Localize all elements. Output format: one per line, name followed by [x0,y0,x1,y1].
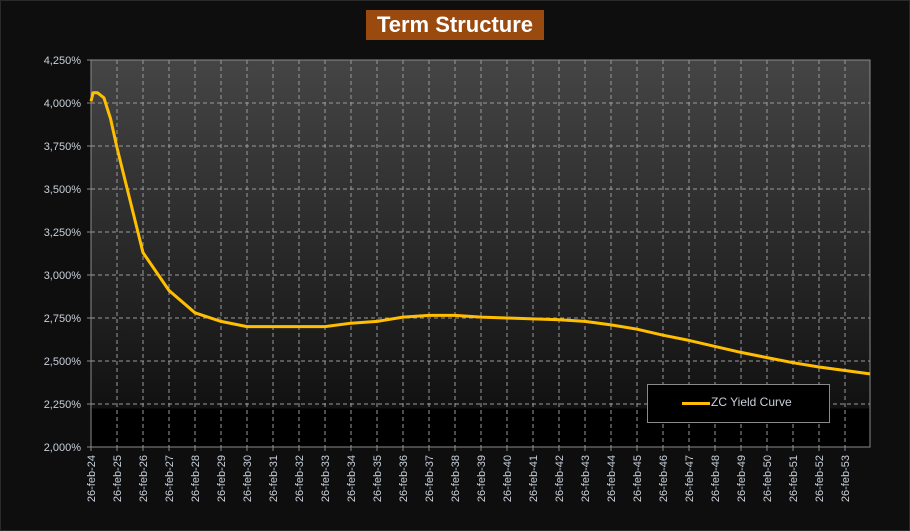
x-tick-label: 26-feb-29 [216,455,228,502]
legend-label: ZC Yield Curve [711,395,792,409]
y-tick-label: 2,250% [44,399,82,411]
x-tick-label: 26-feb-37 [424,455,436,502]
x-tick-label: 26-feb-24 [86,455,98,502]
x-tick-label: 26-feb-53 [840,455,852,502]
legend-swatch [682,402,710,405]
y-tick-label: 2,750% [44,313,82,325]
x-tick-label: 26-feb-42 [554,455,566,502]
y-tick-label: 2,500% [44,356,82,368]
x-tick-label: 26-feb-36 [398,455,410,502]
x-tick-label: 26-feb-30 [242,455,254,502]
y-tick-label: 2,000% [44,442,82,454]
x-tick-label: 26-feb-50 [762,455,774,502]
x-tick-label: 26-feb-47 [684,455,696,502]
x-tick-label: 26-feb-38 [450,455,462,502]
chart-title: Term Structure [366,10,544,40]
x-tick-label: 26-feb-44 [606,455,618,502]
x-tick-label: 26-feb-51 [788,455,800,502]
x-tick-label: 26-feb-39 [476,455,488,502]
y-tick-label: 3,000% [44,270,82,282]
legend: ZC Yield Curve [647,384,830,423]
y-tick-label: 4,000% [44,98,82,110]
x-tick-label: 26-feb-26 [138,455,150,502]
x-tick-label: 26-feb-40 [502,455,514,502]
x-tick-label: 26-feb-28 [190,455,202,502]
x-tick-label: 26-feb-27 [164,455,176,502]
x-tick-label: 26-feb-49 [736,455,748,502]
y-tick-label: 3,750% [44,141,82,153]
x-tick-label: 26-feb-45 [632,455,644,502]
x-tick-label: 26-feb-31 [268,455,280,502]
x-tick-label: 26-feb-41 [528,455,540,502]
x-tick-label: 26-feb-25 [112,455,124,502]
x-tick-label: 26-feb-34 [346,455,358,502]
x-tick-label: 26-feb-48 [710,455,722,502]
x-tick-label: 26-feb-43 [580,455,592,502]
y-tick-label: 4,250% [44,55,82,67]
x-tick-label: 26-feb-46 [658,455,670,502]
x-tick-label: 26-feb-33 [320,455,332,502]
x-tick-label: 26-feb-52 [814,455,826,502]
y-tick-label: 3,500% [44,184,82,196]
y-tick-label: 3,250% [44,227,82,239]
x-tick-label: 26-feb-35 [372,455,384,502]
x-tick-label: 26-feb-32 [294,455,306,502]
